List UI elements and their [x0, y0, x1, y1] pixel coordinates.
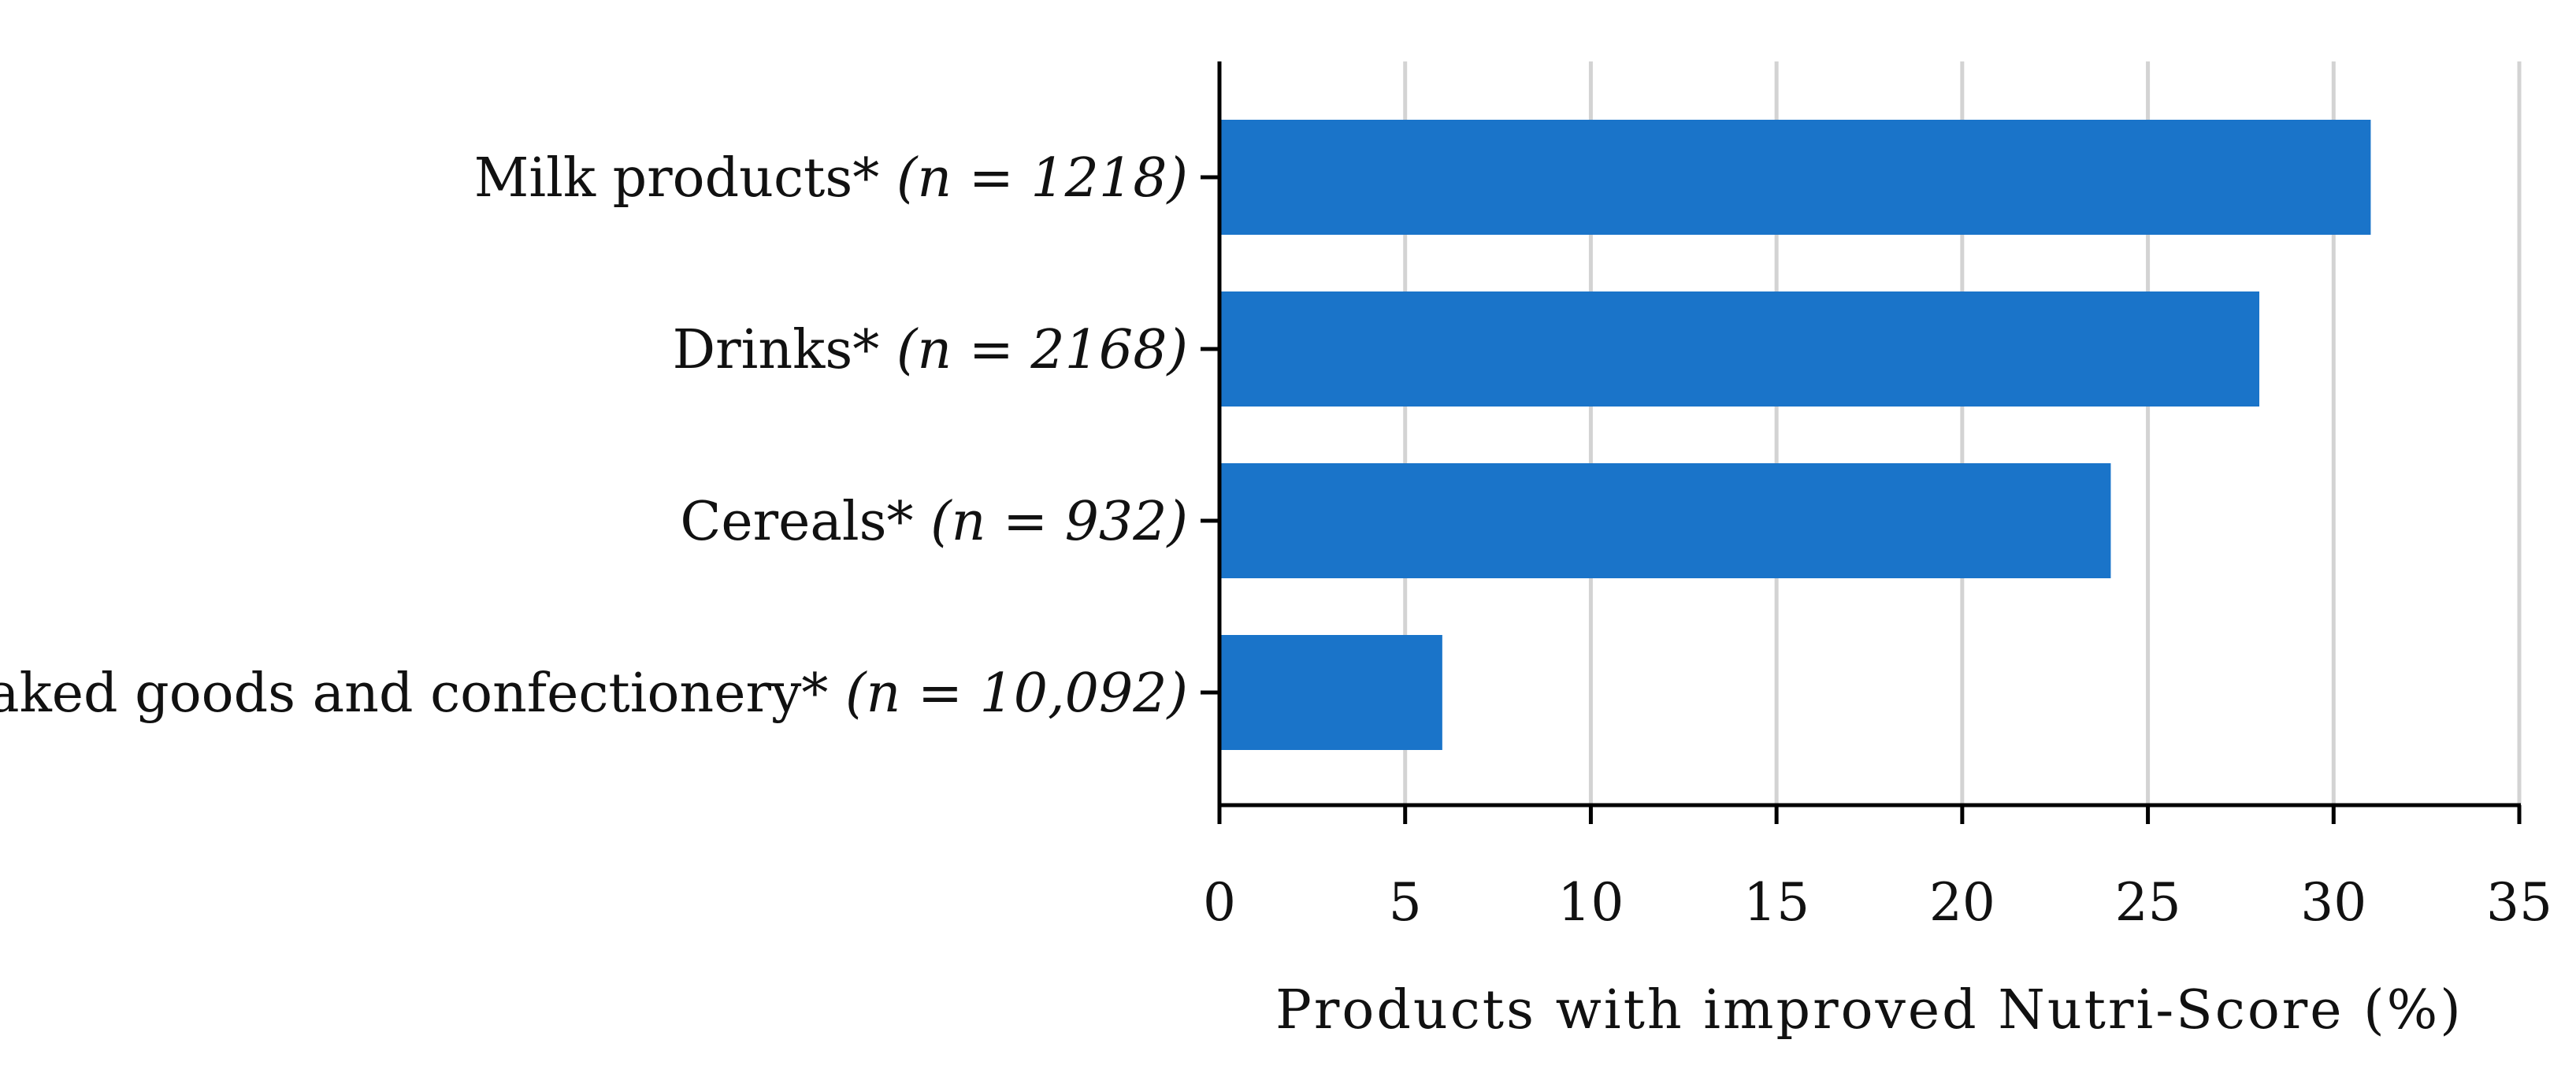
category-label: Cereals* (n = 932) [680, 491, 1188, 553]
x-tick-label: 20 [1929, 872, 1995, 933]
category-label: Baked goods and confectionery* (n = 10,0… [0, 663, 1188, 725]
x-tick-labels: 0 5 10 15 20 25 30 35 [1203, 872, 2552, 933]
category-label: Milk products* (n = 1218) [474, 147, 1188, 210]
category-name: Baked goods and confectionery* [0, 663, 845, 725]
category-label: Drinks* (n = 2168) [673, 319, 1188, 381]
category-name: Milk products* [474, 147, 896, 210]
category-sample-size: (n = 1218) [896, 147, 1188, 210]
bars [1219, 120, 2371, 750]
category-name: Drinks* [673, 319, 896, 381]
bar [1219, 463, 2111, 578]
x-tick-label: 15 [1743, 872, 1810, 933]
x-axis-title: Products with improved Nutri-Score (%) [1275, 979, 2463, 1041]
x-tick-label: 10 [1557, 872, 1624, 933]
bar [1219, 120, 2371, 235]
category-name: Cereals* [680, 491, 930, 553]
axes [1201, 61, 2522, 824]
x-tick-label: 35 [2486, 872, 2552, 933]
x-tick-label: 30 [2300, 872, 2366, 933]
x-tick-label: 0 [1203, 872, 1236, 933]
category-sample-size: (n = 932) [930, 491, 1188, 553]
bar [1219, 635, 1442, 750]
x-tick-label: 5 [1389, 872, 1422, 933]
bar [1219, 291, 2259, 407]
category-labels: Milk products* (n = 1218) Drinks* (n = 21… [0, 147, 1188, 725]
category-sample-size: (n = 10,092) [845, 663, 1188, 725]
category-sample-size: (n = 2168) [896, 319, 1188, 381]
x-tick-label: 25 [2115, 872, 2181, 933]
